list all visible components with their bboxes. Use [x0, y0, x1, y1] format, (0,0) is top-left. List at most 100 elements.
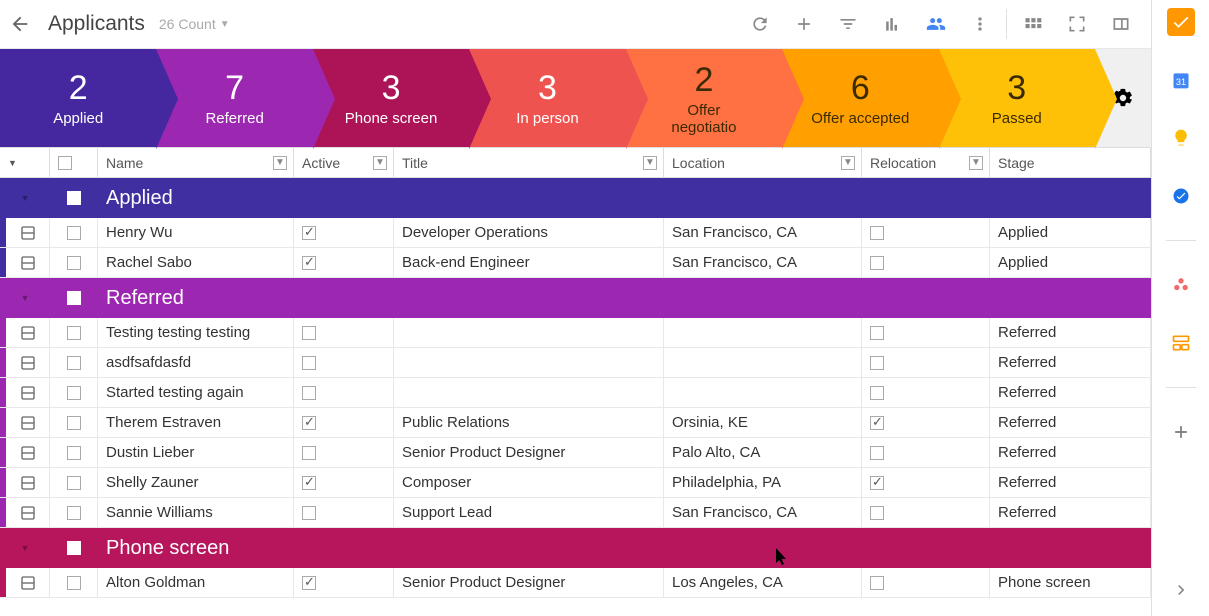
table-row[interactable]: asdfsafdasfdReferred	[0, 348, 1151, 378]
checkbox[interactable]	[302, 576, 316, 590]
group-header-referred[interactable]: ▼Referred	[0, 278, 1151, 318]
column-header-cb[interactable]	[50, 148, 98, 177]
todo-icon[interactable]	[1167, 8, 1195, 36]
column-header-Name[interactable]: Name▼	[98, 148, 294, 177]
grid-view-icon[interactable]	[1011, 2, 1055, 46]
table-row[interactable]: Henry WuDeveloper OperationsSan Francisc…	[0, 218, 1151, 248]
select-all-checkbox[interactable]	[58, 156, 72, 170]
checkbox[interactable]	[302, 446, 316, 460]
count-dropdown[interactable]: 26 Count ▼	[159, 16, 230, 32]
checkbox[interactable]	[870, 256, 884, 270]
row-layout-icon[interactable]	[6, 408, 50, 437]
column-header-Active[interactable]: Active▼	[294, 148, 394, 177]
pipeline-stage-in-person[interactable]: 3In person	[469, 49, 625, 147]
chart-icon[interactable]	[870, 2, 914, 46]
row-layout-icon[interactable]	[6, 498, 50, 527]
checkbox[interactable]	[302, 386, 316, 400]
row-checkbox[interactable]	[67, 506, 81, 520]
column-header-Location[interactable]: Location▼	[664, 148, 862, 177]
checkbox[interactable]	[870, 416, 884, 430]
checkbox[interactable]	[302, 256, 316, 270]
group-header-phone-screen[interactable]: ▼Phone screen	[0, 528, 1151, 568]
table-row[interactable]: Shelly ZaunerComposerPhiladelphia, PARef…	[0, 468, 1151, 498]
pipeline-stage-offer-accepted[interactable]: 6Offer accepted	[782, 49, 938, 147]
row-layout-icon[interactable]	[6, 218, 50, 247]
fullscreen-icon[interactable]	[1055, 2, 1099, 46]
table-row[interactable]: Dustin LieberSenior Product DesignerPalo…	[0, 438, 1151, 468]
column-header-Stage[interactable]: Stage	[990, 148, 1151, 177]
row-checkbox[interactable]	[67, 476, 81, 490]
filter-dropdown-icon[interactable]: ▼	[841, 156, 855, 170]
tables-icon[interactable]	[1167, 329, 1195, 357]
row-layout-icon[interactable]	[6, 318, 50, 347]
checkbox[interactable]	[302, 416, 316, 430]
checkbox[interactable]	[302, 476, 316, 490]
column-header-Relocation[interactable]: Relocation▼	[862, 148, 990, 177]
row-checkbox[interactable]	[67, 256, 81, 270]
filter-icon[interactable]	[826, 2, 870, 46]
row-checkbox[interactable]	[67, 356, 81, 370]
checkbox[interactable]	[870, 226, 884, 240]
pipeline-stage-offer-negotiatio[interactable]: 2Offernegotiatio	[626, 49, 782, 147]
add-icon[interactable]	[782, 2, 826, 46]
back-arrow-icon[interactable]	[8, 12, 32, 36]
checkbox[interactable]	[302, 356, 316, 370]
refresh-icon[interactable]	[738, 2, 782, 46]
table-row[interactable]: Testing testing testingReferred	[0, 318, 1151, 348]
table-row[interactable]: Rachel SaboBack-end EngineerSan Francisc…	[0, 248, 1151, 278]
row-layout-icon[interactable]	[6, 378, 50, 407]
table-row[interactable]: Sannie WilliamsSupport LeadSan Francisco…	[0, 498, 1151, 528]
column-header-menu[interactable]: ▼	[0, 148, 50, 177]
row-layout-icon[interactable]	[6, 348, 50, 377]
pipeline-stage-passed[interactable]: 3Passed	[939, 49, 1095, 147]
checkbox[interactable]	[302, 226, 316, 240]
row-layout-icon[interactable]	[6, 438, 50, 467]
row-checkbox[interactable]	[67, 576, 81, 590]
people-icon[interactable]	[914, 2, 958, 46]
row-layout-icon[interactable]	[6, 248, 50, 277]
checkbox[interactable]	[870, 326, 884, 340]
filter-dropdown-icon[interactable]: ▼	[373, 156, 387, 170]
checkbox[interactable]	[870, 506, 884, 520]
group-select-icon[interactable]	[67, 291, 81, 305]
reader-icon[interactable]	[1099, 2, 1143, 46]
collapse-icon[interactable]: ▼	[21, 543, 30, 553]
calendar-icon[interactable]: 31	[1167, 66, 1195, 94]
collapse-icon[interactable]: ▼	[21, 193, 30, 203]
sidebar-add-icon[interactable]	[1167, 418, 1195, 446]
group-select-icon[interactable]	[67, 191, 81, 205]
row-checkbox[interactable]	[67, 446, 81, 460]
column-header-Title[interactable]: Title▼	[394, 148, 664, 177]
checkbox[interactable]	[302, 506, 316, 520]
checkbox[interactable]	[870, 476, 884, 490]
table-row[interactable]: Alton GoldmanSenior Product DesignerLos …	[0, 568, 1151, 598]
table-row[interactable]: Started testing againReferred	[0, 378, 1151, 408]
collapse-icon[interactable]: ▼	[21, 293, 30, 303]
checkbox[interactable]	[870, 576, 884, 590]
pipeline-stage-phone-screen[interactable]: 3Phone screen	[313, 49, 469, 147]
pipeline-stage-applied[interactable]: 2Applied	[0, 49, 156, 147]
cell-stage: Applied	[990, 248, 1151, 277]
row-layout-icon[interactable]	[6, 468, 50, 497]
keep-icon[interactable]	[1167, 124, 1195, 152]
asana-icon[interactable]	[1167, 271, 1195, 299]
row-checkbox[interactable]	[67, 326, 81, 340]
pipeline-stage-referred[interactable]: 7Referred	[156, 49, 312, 147]
filter-dropdown-icon[interactable]: ▼	[273, 156, 287, 170]
tasks-icon[interactable]	[1167, 182, 1195, 210]
row-checkbox[interactable]	[67, 416, 81, 430]
group-select-icon[interactable]	[67, 541, 81, 555]
sidebar-expand-icon[interactable]	[1167, 576, 1195, 604]
checkbox[interactable]	[870, 446, 884, 460]
row-checkbox[interactable]	[67, 386, 81, 400]
checkbox[interactable]	[302, 326, 316, 340]
more-icon[interactable]	[958, 2, 1002, 46]
group-header-applied[interactable]: ▼Applied	[0, 178, 1151, 218]
checkbox[interactable]	[870, 386, 884, 400]
checkbox[interactable]	[870, 356, 884, 370]
filter-dropdown-icon[interactable]: ▼	[969, 156, 983, 170]
table-row[interactable]: Therem EstravenPublic RelationsOrsinia, …	[0, 408, 1151, 438]
filter-dropdown-icon[interactable]: ▼	[643, 156, 657, 170]
row-checkbox[interactable]	[67, 226, 81, 240]
row-layout-icon[interactable]	[6, 568, 50, 597]
